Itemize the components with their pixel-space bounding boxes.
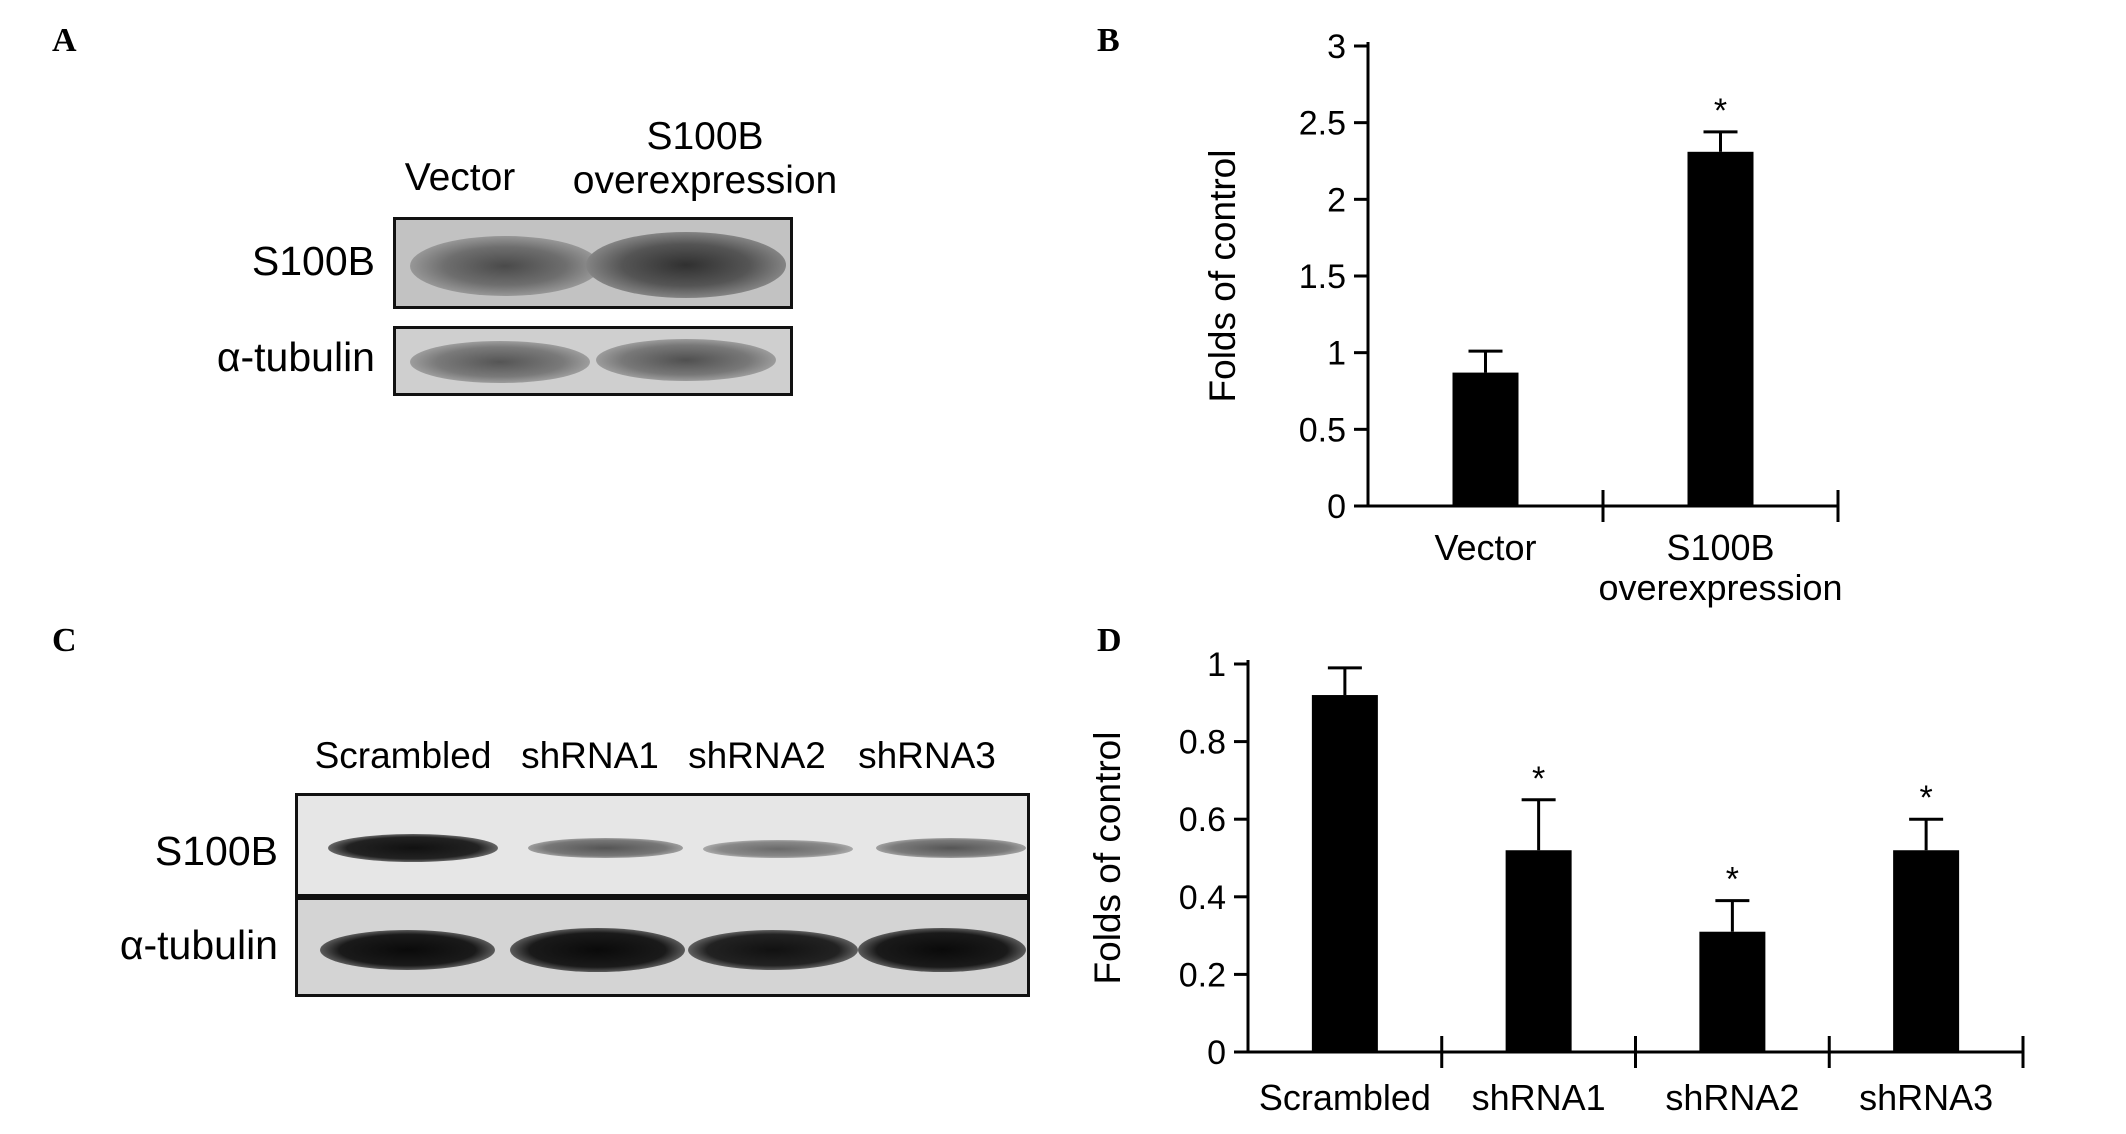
y-tick-label: 1 <box>1207 646 1226 684</box>
row-label-alpha-tubulin-c: α-tubulin <box>119 922 278 968</box>
y-tick-label: 0 <box>1207 1034 1226 1072</box>
y-tick-label: 3 <box>1327 28 1346 66</box>
lane-label-shrna1: shRNA1 <box>521 735 659 776</box>
bar-s100b-overexpression <box>1687 151 1754 507</box>
y-tick-label: 0.2 <box>1179 956 1226 994</box>
blot-a-s100b <box>393 217 793 309</box>
bar-vector <box>1452 372 1519 506</box>
band-c-tubulin-scrambled <box>320 930 495 970</box>
panel-letter-a: A <box>52 22 77 59</box>
x-tick-label-shrna2: shRNA2 <box>1665 1077 1799 1118</box>
panel-letter-c: C <box>52 622 77 659</box>
bar-shrna3 <box>1893 850 1960 1052</box>
band-c-s100b-shrna3 <box>876 838 1026 858</box>
blot-c-s100b <box>295 793 1030 897</box>
y-tick-label: 0.8 <box>1179 724 1226 762</box>
x-tick-label-vector: Vector <box>1434 527 1536 568</box>
y-tick-label: 2 <box>1327 181 1346 219</box>
row-label-alpha-tubulin: α-tubulin <box>216 334 375 380</box>
band-c-s100b-scrambled <box>328 834 498 862</box>
blot-a-tubulin <box>393 326 793 396</box>
bar-scrambled <box>1311 695 1378 1052</box>
band-a-s100b-overexpression <box>586 232 786 298</box>
band-a-tubulin-vector <box>410 341 590 383</box>
y-tick-label: 0.5 <box>1299 411 1346 449</box>
y-tick-label: 1 <box>1327 335 1346 373</box>
x-tick-label-s100b-overexpression: overexpression <box>1598 567 1842 608</box>
band-c-tubulin-shrna3 <box>858 928 1026 972</box>
row-label-s100b-c: S100B <box>154 828 278 874</box>
panel-letter-d: D <box>1097 622 1122 659</box>
panel-letter-b: B <box>1097 22 1120 59</box>
blot-c-tubulin <box>295 897 1030 997</box>
band-a-s100b-vector <box>410 236 600 296</box>
lane-label-scrambled: Scrambled <box>314 735 492 776</box>
x-tick-label-s100b-overexpression: S100B <box>1666 527 1774 568</box>
y-axis-label: Folds of control <box>1202 150 1243 403</box>
band-a-tubulin-overexpression <box>596 339 776 381</box>
y-tick-label: 0.6 <box>1179 801 1226 839</box>
lane-label-shrna2: shRNA2 <box>688 735 826 776</box>
lane-label-s100b-overexpression: S100B overexpression <box>572 115 838 202</box>
band-c-tubulin-shrna2 <box>688 930 858 970</box>
significance-s100b-overexpression: * <box>1714 92 1727 130</box>
row-label-s100b: S100B <box>251 238 375 284</box>
bar-shrna1 <box>1505 850 1572 1052</box>
significance-shrna3: * <box>1920 779 1933 817</box>
band-c-s100b-shrna1 <box>528 838 683 858</box>
band-c-tubulin-shrna1 <box>510 928 685 972</box>
x-tick-label-shrna1: shRNA1 <box>1472 1077 1606 1118</box>
x-tick-label-scrambled: Scrambled <box>1259 1077 1431 1118</box>
y-axis-label: Folds of control <box>1087 732 1128 985</box>
y-tick-label: 1.5 <box>1299 258 1346 296</box>
y-tick-label: 2.5 <box>1299 105 1346 143</box>
x-tick-label-shrna3: shRNA3 <box>1859 1077 1993 1118</box>
bar-shrna2 <box>1699 931 1766 1052</box>
band-c-s100b-shrna2 <box>703 840 853 858</box>
lane-label-shrna3: shRNA3 <box>858 735 996 776</box>
y-tick-label: 0 <box>1327 488 1346 526</box>
y-tick-label: 0.4 <box>1179 879 1226 917</box>
significance-shrna2: * <box>1726 861 1739 899</box>
lane-label-vector: Vector <box>404 156 516 199</box>
significance-shrna1: * <box>1532 760 1545 798</box>
